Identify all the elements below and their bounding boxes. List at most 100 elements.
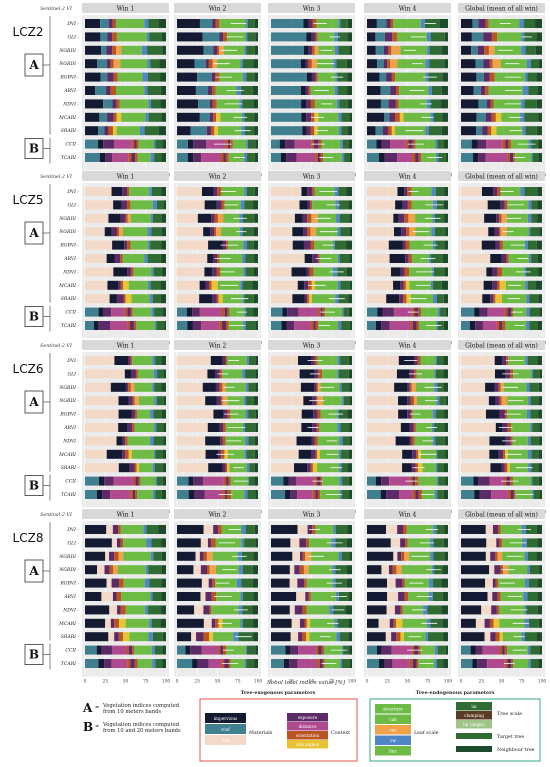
bar-segment-impervious: [116, 436, 123, 446]
bar-segment-neighbour: [536, 280, 542, 290]
bar-segment-cw: [153, 139, 156, 149]
facet-strip-label: Win 3: [303, 512, 321, 519]
bar-segment-orientation: [406, 227, 410, 237]
bar-segment-soil: [105, 618, 111, 628]
bar-segment-orientation: [307, 227, 311, 237]
legend-swatch-neighbour-tree: [456, 746, 492, 752]
bar-segment-sun-angles: [400, 632, 404, 642]
bar-segment-orientation: [215, 19, 220, 28]
bar-tcari: [271, 321, 352, 330]
bar-segment-lai: [530, 645, 540, 655]
facet-strip: [458, 3, 545, 13]
bar-segment-lai: [531, 254, 538, 263]
bar-segment-orientation: [484, 45, 489, 55]
bar-rgbvi: [461, 240, 542, 250]
bar-segment-impervious: [85, 605, 110, 615]
bar-segment-exposure: [479, 307, 488, 317]
y-tick-label: NGRDI -: [58, 216, 79, 222]
bar-segment-lai: [147, 86, 161, 95]
bar-segment-neighbour: [536, 126, 542, 136]
bar-segment-impervious: [85, 99, 104, 109]
bar-ngrdi: [271, 59, 352, 69]
bar-segment-roof: [203, 45, 214, 55]
bar-segment-sun-angles: [406, 294, 411, 304]
bar-segment-car: [118, 551, 124, 561]
bar-segment-neighbour: [254, 525, 258, 534]
bar-segment-neighbour: [253, 200, 258, 210]
bar-segment-orientation: [495, 551, 498, 561]
y-tick-label: NGRDI -: [58, 554, 79, 560]
bar-segment-neighbour: [538, 382, 542, 392]
bar-segment-orientation: [306, 538, 310, 548]
bar-segment-neighbour: [537, 578, 542, 588]
bar-segment-roof: [367, 307, 378, 317]
bar-segment-soil: [177, 294, 200, 304]
bar-segment-orientation: [108, 126, 113, 136]
bar-segment-sun-angles: [308, 294, 312, 304]
bar-ndvi: [271, 605, 352, 615]
bar-segment-lai: [154, 382, 162, 392]
legend-b-letter: B: [83, 720, 93, 734]
bar-segment-car: [500, 382, 504, 392]
bar-ccii: [271, 476, 352, 486]
bar-segment-exposure: [197, 659, 209, 668]
bar-segment-impervious: [461, 592, 488, 601]
bar-segment-impervious: [484, 213, 497, 223]
bar-segment-exposure: [219, 32, 224, 42]
bar-segment-neighbour: [441, 126, 448, 136]
bar-segment-cw: [340, 139, 343, 149]
bar-segment-cw: [145, 565, 149, 575]
bar-segment-exposure: [307, 187, 313, 196]
x-tick-label: 25: [194, 679, 200, 684]
bar-segment-orientation: [392, 32, 397, 42]
bar-segment-lai: [338, 369, 349, 379]
bar-segment-impervious: [185, 645, 191, 655]
bar-segment-distance: [482, 321, 497, 330]
bar-segment-soil: [106, 578, 112, 588]
bar-segment-impervious: [461, 32, 472, 42]
bar-segment-sun-angles: [218, 294, 223, 304]
bar-segment-impervious: [294, 213, 303, 223]
bar-segment-impervious: [187, 153, 194, 162]
bar-segment-soil: [271, 294, 293, 304]
bar-arvi: [271, 592, 352, 601]
bar-segment-roof: [271, 32, 307, 42]
bar-dvi: [177, 19, 258, 28]
bar-segment-exposure: [102, 490, 111, 499]
bar-segment-orientation: [138, 476, 141, 486]
bar-segment-structure: [218, 126, 242, 136]
bar-segment-cw: [150, 436, 154, 446]
bar-segment-cw: [527, 645, 531, 655]
bar-segment-impervious: [205, 449, 219, 459]
bar-segment-orientation: [503, 449, 506, 459]
bar-segment-neighbour: [253, 618, 258, 628]
bar-segment-orientation: [407, 200, 412, 210]
bar-segment-roof: [85, 659, 99, 668]
bar-segment-lai: [242, 280, 253, 290]
bar-segment-exposure: [381, 645, 392, 655]
bar-segment-lai: [245, 267, 255, 277]
bar-segment-lai: [341, 551, 350, 561]
bar-segment-impervious: [271, 578, 290, 588]
bar-segment-neighbour: [161, 565, 166, 575]
bar-mcari: [177, 449, 258, 459]
bar-segment-lai: [527, 356, 538, 365]
bar-arvi: [177, 423, 258, 432]
bar-segment-structure: [306, 605, 330, 615]
bar-segment-impervious: [177, 112, 200, 122]
bar-segment-roof: [195, 86, 209, 95]
bar-rgbvi: [461, 409, 542, 419]
bar-segment-soil: [177, 463, 209, 473]
bar-segment-orientation: [118, 632, 123, 642]
bar-segment-orientation: [217, 645, 221, 655]
bar-ngrdi: [85, 213, 166, 223]
bar-segment-structure: [508, 565, 528, 575]
legend-a-eq: =: [95, 705, 99, 711]
bar-segment-structure: [411, 200, 433, 210]
legend-materials-label: Materials: [249, 730, 273, 736]
bar-segment-orientation: [209, 280, 212, 290]
bar-segment-soil: [461, 356, 495, 365]
bar-segment-lai: [154, 645, 163, 655]
bar-srari: [177, 632, 258, 642]
